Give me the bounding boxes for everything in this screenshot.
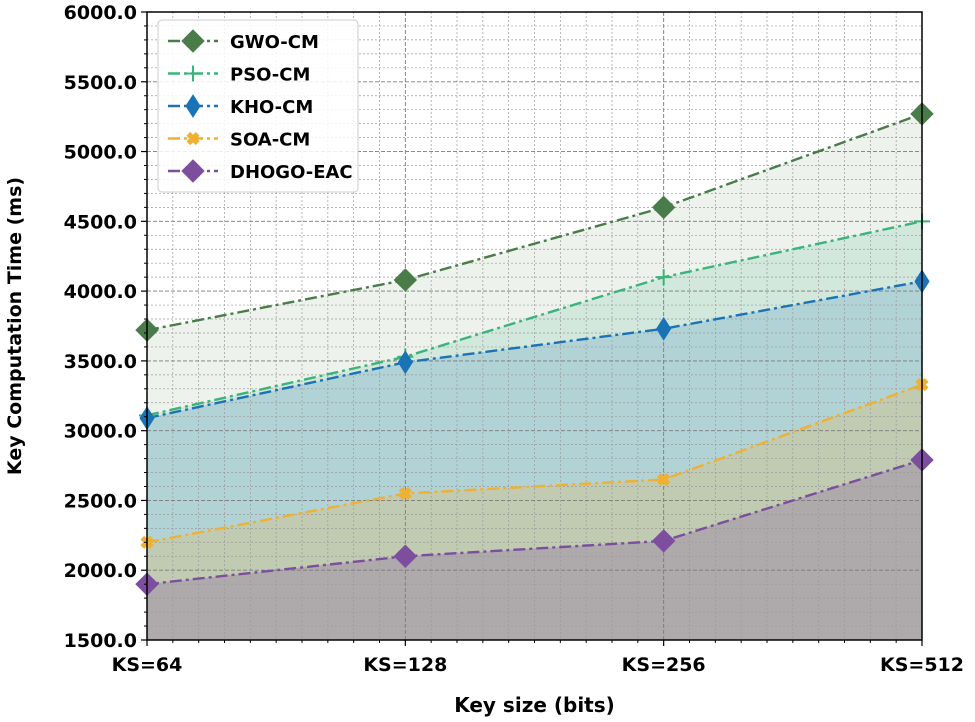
point-gwo-cm bbox=[393, 268, 418, 292]
point-pso-cm bbox=[655, 269, 672, 286]
y-tick-label: 4000.0 bbox=[64, 281, 137, 303]
y-axis-ticks: 1500.0 2000.0 2500.0 3000.0 3500.0 4000.0 4500… bbox=[64, 2, 147, 652]
legend: GWO-CM PSO-CM KHO-CM SOA-CM DHOGO-EAC bbox=[157, 19, 359, 193]
legend-label-soa-cm: SOA-CM bbox=[230, 130, 310, 151]
grid-minor bbox=[147, 12, 922, 640]
line-gwo-cm bbox=[146, 112, 923, 332]
x-tick-label: KS=256 bbox=[622, 654, 706, 676]
x-tick-label: KS=128 bbox=[363, 654, 447, 676]
legend-label-pso-cm: PSO-CM bbox=[230, 65, 310, 86]
legend-label-dhogo-eac: DHOGO-EAC bbox=[230, 162, 353, 183]
series-markers bbox=[135, 102, 934, 596]
y-tick-label: 1500.0 bbox=[64, 630, 137, 652]
legend-marker-dhogo-eac bbox=[181, 159, 205, 183]
x-axis-ticks: KS=64 KS=128 KS=256 KS=512 bbox=[112, 640, 964, 676]
legend-marker-soa-cm bbox=[186, 131, 200, 146]
line-dhogo-eac bbox=[146, 458, 923, 586]
y-tick-label: 3500.0 bbox=[64, 351, 137, 373]
y-tick-label: 3000.0 bbox=[64, 421, 137, 443]
point-soa-cm bbox=[657, 472, 671, 487]
point-gwo-cm bbox=[651, 195, 676, 220]
legend-box bbox=[157, 19, 359, 193]
x-tick-label: KS=64 bbox=[112, 654, 183, 676]
line-soa-cm bbox=[146, 383, 923, 544]
point-dhogo-eac bbox=[651, 529, 676, 553]
x-tick-label: KS=512 bbox=[880, 654, 964, 676]
y-tick-label: 6000.0 bbox=[64, 2, 137, 24]
y-tick-label: 5500.0 bbox=[64, 72, 137, 94]
y-tick-label: 2500.0 bbox=[64, 490, 137, 512]
legend-label-kho-cm: KHO-CM bbox=[230, 97, 313, 118]
y-axis-label: Key Computation Time (ms) bbox=[4, 177, 26, 475]
x-axis-label: Key size (bits) bbox=[454, 693, 615, 717]
y-tick-label: 4500.0 bbox=[64, 211, 137, 233]
point-kho-cm bbox=[397, 350, 413, 375]
legend-marker-pso-cm bbox=[185, 65, 201, 82]
point-dhogo-eac bbox=[393, 544, 418, 568]
line-pso-cm bbox=[146, 220, 923, 417]
point-kho-cm bbox=[656, 316, 672, 341]
line-kho-cm bbox=[146, 280, 923, 420]
y-tick-label: 2000.0 bbox=[64, 560, 137, 582]
legend-label-gwo-cm: GWO-CM bbox=[230, 32, 319, 53]
point-soa-cm bbox=[398, 486, 412, 501]
y-tick-label: 5000.0 bbox=[64, 142, 137, 164]
series-lines bbox=[146, 112, 923, 586]
legend-marker-kho-cm bbox=[185, 94, 201, 118]
legend-marker-gwo-cm bbox=[181, 29, 205, 53]
